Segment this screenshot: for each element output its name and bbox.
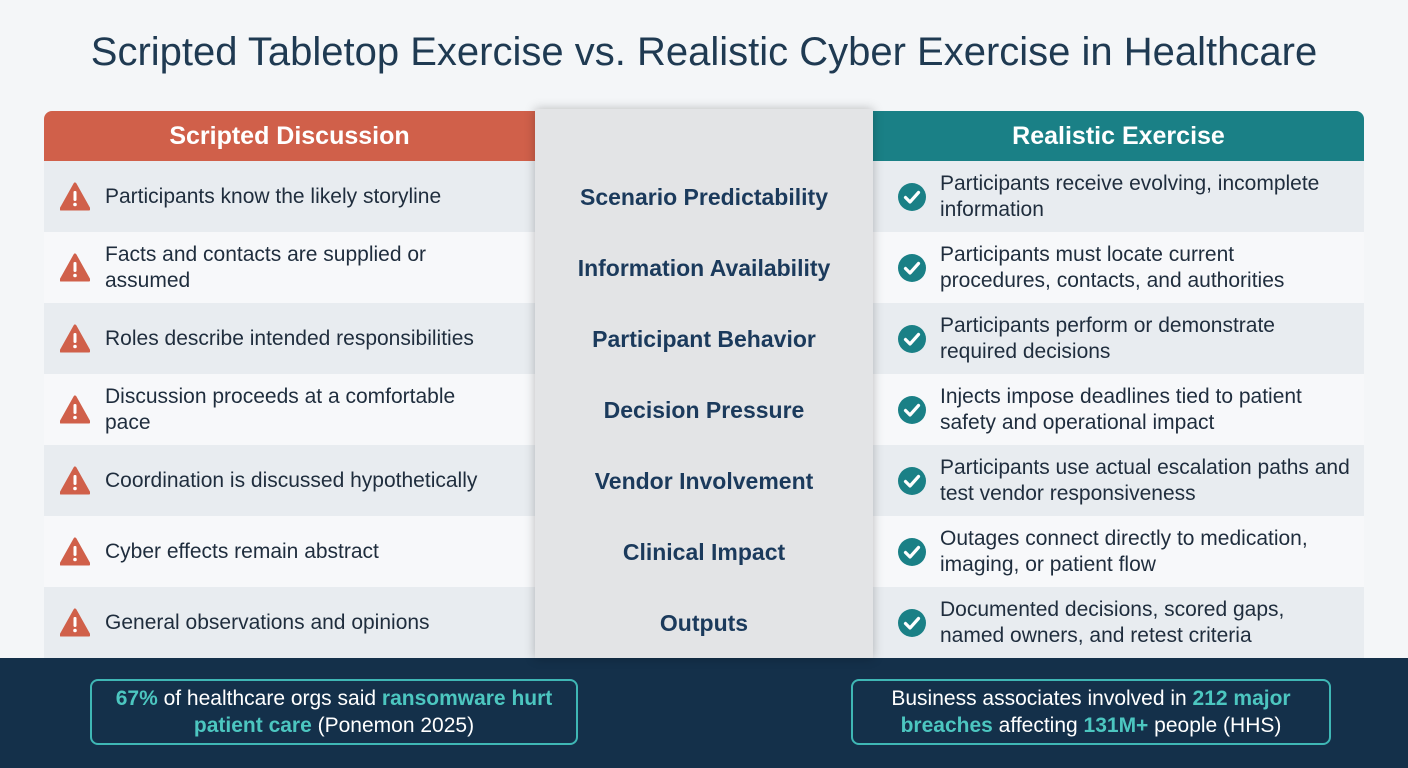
check-icon — [898, 609, 926, 637]
scripted-text: Facts and contacts are supplied or assum… — [105, 242, 427, 292]
warning-icon — [60, 324, 90, 353]
check-icon — [898, 467, 926, 495]
emphasis-text: 67% — [115, 687, 158, 710]
left-header: Scripted Discussion — [44, 111, 535, 161]
callout-segment: (Ponemon 2025) — [311, 714, 475, 737]
realistic-text: Participants perform or demonstrate requ… — [940, 313, 1275, 363]
scripted-text: Discussion proceeds at a comfortable pac… — [105, 384, 456, 434]
criterion: Scenario Predictability — [580, 183, 828, 210]
check-icon — [898, 396, 926, 424]
criterion: Decision Pressure — [603, 396, 805, 423]
page-title: Scripted Tabletop Exercise vs. Realistic… — [90, 30, 1318, 74]
criterion: Participant Behavior — [592, 325, 816, 352]
table-row: Cyber effects remain abstract Clinical Im… — [44, 516, 1364, 587]
callout-segment: affecting — [992, 714, 1084, 737]
callout-text: 67% of healthcare orgs said ransomware h… — [112, 685, 556, 739]
emphasis-text: 131M+ — [1083, 714, 1149, 737]
footer: 67% of healthcare orgs said ransomware h… — [0, 658, 1408, 768]
scripted-text: Cyber effects remain abstract — [105, 539, 379, 563]
stat-callout: Business associates involved in 212 majo… — [851, 679, 1331, 745]
realistic-text: Outages connect directly to medication, … — [940, 526, 1308, 576]
criterion: Clinical Impact — [622, 538, 786, 565]
warning-icon — [60, 182, 90, 211]
realistic-text: Participants use actual escalation paths… — [940, 455, 1350, 505]
check-icon — [898, 325, 926, 353]
check-icon — [898, 183, 926, 211]
scripted-text: General observations and opinions — [105, 610, 430, 634]
warning-icon — [60, 466, 90, 495]
table-row: Discussion proceeds at a comfortable pac… — [44, 374, 1364, 445]
check-icon — [898, 538, 926, 566]
emphasis-text: ransomware hurt patient care — [193, 687, 559, 737]
criteria-panel — [535, 109, 873, 658]
right-header: Realistic Exercise — [873, 111, 1364, 161]
scripted-text: Participants know the likely storyline — [105, 184, 442, 208]
criterion: Outputs — [659, 609, 749, 636]
warning-icon — [60, 537, 90, 566]
criterion: Information Availability — [577, 254, 831, 281]
warning-icon — [60, 395, 90, 424]
callout-segment: people (HHS) — [1148, 714, 1282, 737]
scripted-text: Coordination is discussed hypothetically — [105, 468, 478, 492]
realistic-text: Participants receive evolving, incomplet… — [940, 171, 1320, 221]
callout-segment: Business associates involved in — [891, 687, 1193, 710]
table-row: General observations and opinions Outputs… — [44, 587, 1364, 658]
table-row: Coordination is discussed hypothetically… — [44, 445, 1364, 516]
callout-text: Business associates involved in 212 majo… — [873, 685, 1309, 739]
check-icon — [898, 254, 926, 282]
realistic-text: Participants must locate current procedu… — [940, 242, 1285, 292]
table-row: Facts and contacts are supplied or assum… — [44, 232, 1364, 303]
table-row: Roles describe intended responsibilities… — [44, 303, 1364, 374]
realistic-text: Injects impose deadlines tied to patient… — [940, 384, 1302, 434]
emphasis-text: 212 major breaches — [900, 687, 1297, 737]
criterion: Vendor Involvement — [594, 467, 814, 494]
warning-icon — [60, 608, 90, 637]
scripted-text: Roles describe intended responsibilities — [105, 326, 474, 350]
table-row: Participants know the likely storyline Sc… — [44, 161, 1364, 232]
warning-icon — [60, 253, 90, 282]
callout-segment: of healthcare orgs said — [157, 687, 382, 710]
stat-callout: 67% of healthcare orgs said ransomware h… — [90, 679, 578, 745]
realistic-text: Documented decisions, scored gaps, named… — [940, 597, 1285, 647]
